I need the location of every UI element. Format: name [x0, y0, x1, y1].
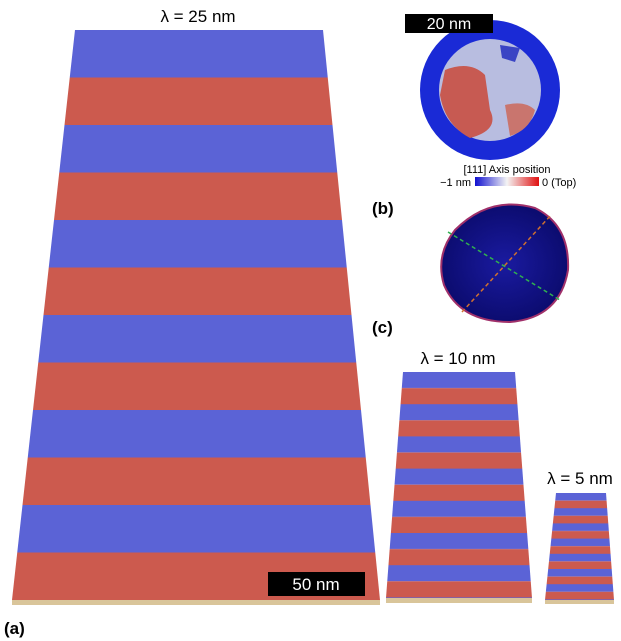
- pillar-title: λ = 10 nm: [420, 349, 495, 368]
- figure: λ = 25 nm 50 nm (a) λ = 10 nm λ = 5 nm 2…: [0, 0, 621, 641]
- panel-label: (a): [4, 619, 25, 638]
- substrate: [386, 598, 532, 603]
- scale-bar-label: 50 nm: [292, 575, 339, 594]
- panel-label: (c): [372, 318, 393, 337]
- scale-bar-label: 20 nm: [427, 16, 471, 33]
- pillar-medium: [386, 372, 532, 598]
- precipitate: [441, 204, 568, 322]
- panel-label: (b): [372, 199, 394, 218]
- substrate: [545, 600, 614, 604]
- pillar-wide: [12, 30, 380, 600]
- pillar-title: λ = 5 nm: [547, 469, 613, 488]
- pillar-title: λ = 25 nm: [160, 7, 235, 26]
- colorbar-max: 0 (Top): [542, 177, 576, 189]
- colorbar-title: [111] Axis position: [463, 164, 550, 176]
- colorbar: [475, 177, 539, 186]
- colorbar-min: −1 nm: [440, 177, 471, 189]
- pillar-narrow: [545, 493, 614, 600]
- substrate: [12, 600, 380, 605]
